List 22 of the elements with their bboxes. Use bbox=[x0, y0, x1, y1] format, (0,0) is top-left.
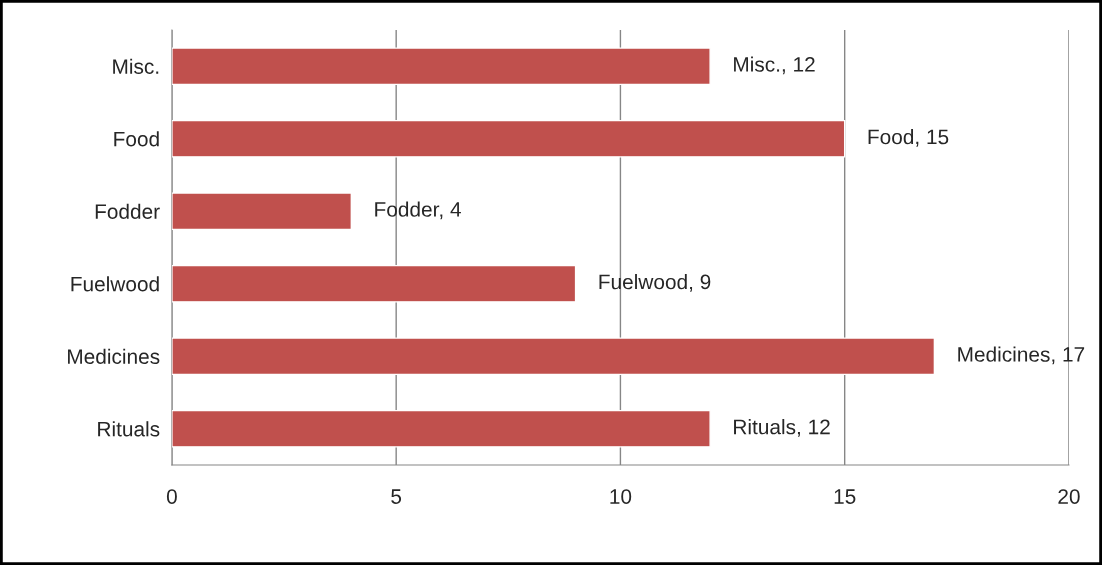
x-tick-label: 20 bbox=[1058, 489, 1080, 504]
bar bbox=[171, 192, 353, 231]
data-label: Fodder, 4 bbox=[375, 201, 461, 220]
x-tick-label: 5 bbox=[391, 489, 402, 504]
bar bbox=[171, 119, 846, 158]
data-label: Food, 15 bbox=[868, 129, 949, 147]
y-tick-label: Fuelwood bbox=[71, 276, 159, 292]
x-tick-label: 15 bbox=[834, 489, 856, 504]
y-tick-label: Rituals bbox=[98, 421, 160, 437]
y-tick-label: Food bbox=[114, 131, 159, 147]
bar bbox=[171, 264, 577, 303]
bar bbox=[171, 337, 936, 376]
x-tick-label: 10 bbox=[610, 489, 632, 504]
bar bbox=[171, 409, 711, 448]
data-label: Rituals, 12 bbox=[734, 419, 830, 437]
y-tick-label: Fodder bbox=[95, 203, 160, 219]
data-label: Misc., 12 bbox=[734, 56, 815, 75]
bar bbox=[171, 47, 711, 86]
data-label: Medicines, 17 bbox=[958, 346, 1085, 365]
y-tick-label: Misc. bbox=[113, 58, 159, 74]
y-tick-label: Medicines bbox=[68, 348, 160, 364]
x-tick-label: 0 bbox=[166, 489, 177, 504]
